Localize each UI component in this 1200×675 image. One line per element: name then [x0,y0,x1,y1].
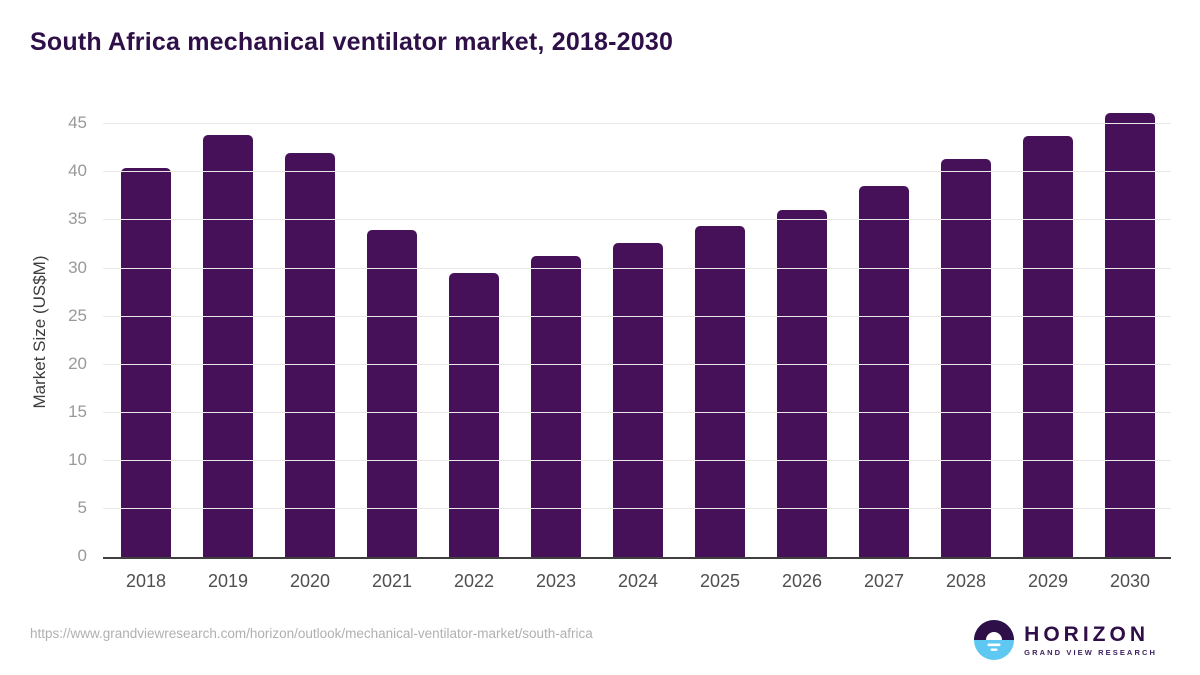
x-tick-label: 2030 [1109,571,1151,591]
gridline [103,507,1171,509]
bar-column: 2025 [695,226,745,591]
bar-column: 2029 [1023,135,1073,591]
x-tick-label: 2021 [371,571,413,591]
bar-column: 2023 [531,256,581,591]
bar [613,242,663,557]
logo-name: HORIZON [1024,622,1149,646]
x-tick-label: 2024 [617,571,659,591]
gridline [103,171,1171,173]
y-tick-label: 30 [68,257,87,277]
bar [285,153,335,557]
bar-column: 2022 [449,273,499,591]
bar [695,226,745,557]
bar-column: 2020 [285,153,335,591]
plot-area: 2018 2019 2020 2021 2022 2023 2024 2025 2026 2027… [68,105,1171,591]
bar-column: 2018 [121,167,171,591]
bar [941,158,991,557]
gridline [103,363,1171,365]
horizon-logo: HORIZON GRAND VIEW RESEARCH [973,619,1157,661]
x-tick-label: 2029 [1027,571,1069,591]
bar-column: 2021 [367,230,417,591]
y-tick-label: 45 [68,113,87,133]
x-tick-label: 2026 [781,571,823,591]
bar-column: 2028 [941,158,991,591]
bar-column: 2027 [859,185,909,591]
chart-region: Market Size (US$M) 2018 2019 2020 2021 2022 2… [0,105,1200,591]
x-tick-label: 2020 [289,571,331,591]
gridline [103,219,1171,221]
bar [1105,112,1155,557]
bar-column: 2030 [1105,112,1155,591]
y-tick-label: 40 [68,161,87,181]
gridline [103,267,1171,269]
x-tick-label: 2022 [453,571,495,591]
y-axis-title: Market Size (US$M) [30,255,49,409]
bar [777,209,827,557]
x-tick-label: 2019 [207,571,249,591]
y-tick-label: 35 [68,209,87,229]
gridline [103,459,1171,461]
bar-column: 2026 [777,209,827,591]
y-tick-label: 15 [68,401,87,421]
x-tick-label: 2028 [945,571,987,591]
source-url: https://www.grandviewresearch.com/horizo… [30,626,593,641]
y-tick-label: 20 [68,353,87,373]
horizon-sun-icon [974,620,1015,660]
y-tick-label: 0 [77,546,87,565]
gridline [103,411,1171,413]
chart-title: South Africa mechanical ventilator marke… [30,28,674,56]
y-tick-label: 5 [77,497,87,517]
y-tick-label: 10 [68,449,87,469]
logo-tagline: GRAND VIEW RESEARCH [1024,647,1157,657]
bar [859,185,909,557]
y-tick-label: 25 [68,305,87,325]
bars-row: 2018 2019 2020 2021 2022 2023 2024 2025 2026 2027… [103,105,1171,591]
gridline [103,123,1171,125]
x-tick-label: 2018 [125,571,167,591]
bar [449,273,499,557]
bar [367,230,417,557]
bar-column: 2024 [613,242,663,591]
bar [203,134,253,557]
x-tick-label: 2025 [699,571,741,591]
bar-column: 2019 [203,134,253,591]
bar [531,256,581,557]
bar [121,167,171,557]
x-tick-label: 2023 [535,571,577,591]
logo-text: HORIZON GRAND VIEW RESEARCH [1024,622,1157,657]
bar [1023,135,1073,557]
x-tick-label: 2027 [863,571,905,591]
gridline [103,315,1171,317]
